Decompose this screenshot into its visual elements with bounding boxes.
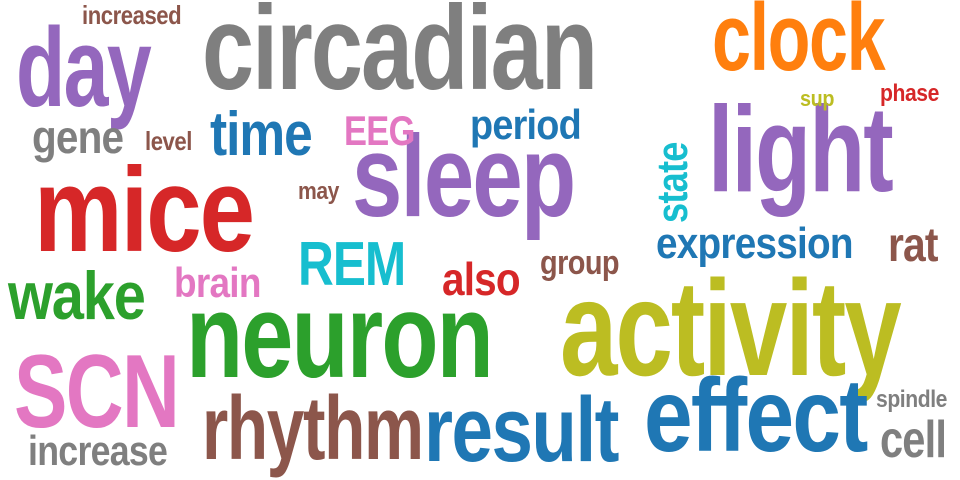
- word-cell: cell: [880, 411, 947, 469]
- word-may: may: [298, 178, 340, 205]
- word-clock: clock: [712, 0, 886, 91]
- word-effect: effect: [644, 358, 868, 474]
- word-rat: rat: [888, 219, 939, 272]
- word-expression: expression: [656, 219, 853, 268]
- word-phase: phase: [880, 80, 939, 107]
- word-level: level: [145, 126, 192, 156]
- word-time: time: [210, 100, 313, 169]
- word-neuron: neuron: [186, 269, 494, 403]
- word-rhythm: rhythm: [202, 379, 424, 479]
- word-scn: SCN: [14, 334, 180, 450]
- word-spindle: spindle: [876, 386, 947, 413]
- word-increase: increase: [28, 427, 168, 474]
- word-rem: REM: [298, 230, 406, 299]
- word-also: also: [442, 253, 521, 305]
- word-eeg: EEG: [344, 107, 415, 154]
- word-activity: activity: [560, 252, 902, 404]
- word-group: group: [540, 244, 620, 282]
- word-circadian: circadian: [202, 0, 598, 115]
- word-mice: mice: [34, 143, 255, 277]
- word-light: light: [708, 81, 894, 217]
- word-sup: sup: [800, 86, 835, 111]
- word-day: day: [16, 5, 152, 130]
- word-gene: gene: [32, 111, 124, 163]
- word-sleep: sleep: [352, 111, 576, 241]
- word-increased: increased: [82, 0, 182, 30]
- word-wake: wake: [8, 258, 146, 334]
- word-result: result: [424, 379, 619, 480]
- word-state: state: [648, 142, 697, 223]
- word-brain: brain: [174, 259, 261, 306]
- word-period: period: [470, 101, 582, 148]
